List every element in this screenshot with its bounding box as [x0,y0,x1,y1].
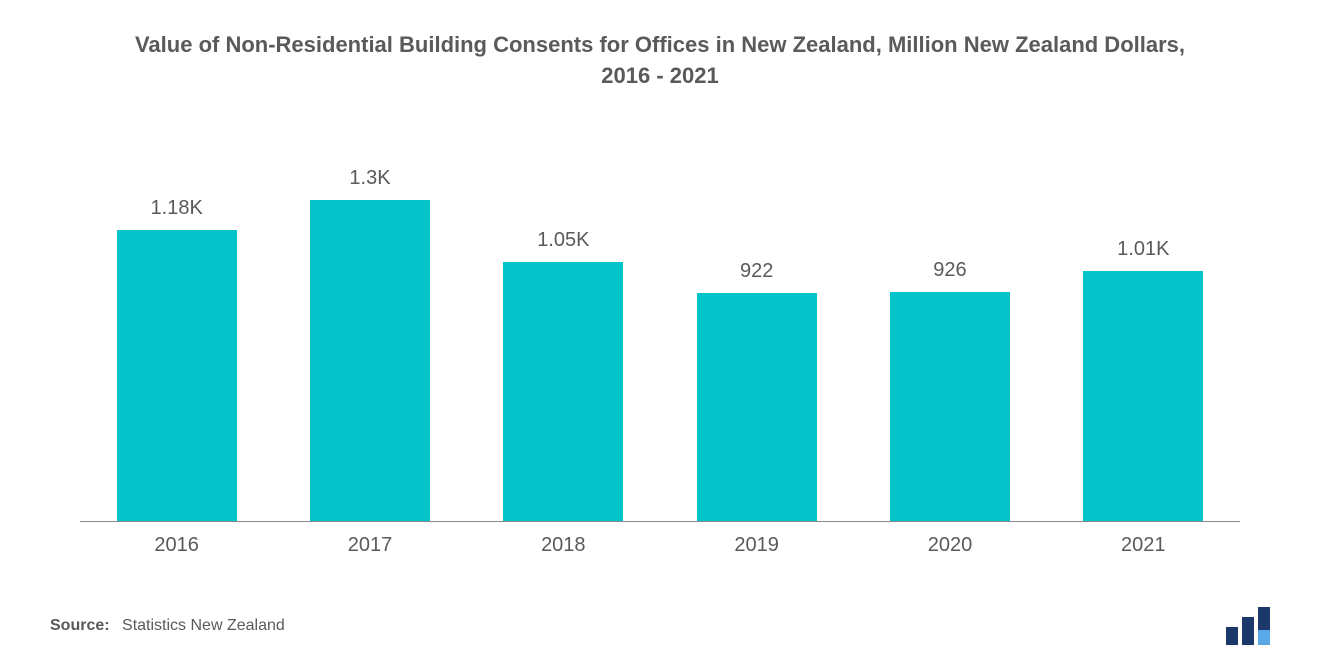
bar-value-label: 926 [933,259,966,282]
x-axis-label: 2018 [467,534,660,557]
bar-group: 1.18K [80,152,273,521]
mordor-logo-icon [1226,607,1270,645]
x-axis-label: 2019 [660,534,853,557]
bar-2016 [117,230,237,521]
x-axis-labels: 2016 2017 2018 2019 2020 2021 [80,534,1240,557]
logo-bar-icon [1226,627,1238,645]
source-text: Statistics New Zealand [122,617,285,634]
bar-group: 1.05K [467,152,660,521]
chart-plot-area: 1.18K 1.3K 1.05K 922 926 1.01K [80,152,1240,522]
chart-container: Value of Non-Residential Building Consen… [0,0,1320,665]
bar-value-label: 1.3K [349,167,390,190]
bar-group: 1.3K [273,152,466,521]
source-label: Source: [50,617,110,634]
bar-2021 [1083,271,1203,520]
bar-value-label: 1.18K [151,197,203,220]
x-axis-label: 2021 [1047,534,1240,557]
x-axis-label: 2016 [80,534,273,557]
bar-group: 922 [660,152,853,521]
chart-footer: Source: Statistics New Zealand [50,607,1270,645]
bar-2017 [310,200,430,521]
logo-bar-icon [1242,617,1254,645]
bar-value-label: 1.05K [537,229,589,252]
x-axis-label: 2017 [273,534,466,557]
x-axis-label: 2020 [853,534,1046,557]
bar-2018 [503,262,623,521]
bar-group: 1.01K [1047,152,1240,521]
source-attribution: Source: Statistics New Zealand [50,617,285,635]
bar-value-label: 1.01K [1117,238,1169,261]
bar-2020 [890,292,1010,520]
bar-2019 [697,293,817,520]
chart-title: Value of Non-Residential Building Consen… [110,30,1210,92]
bar-value-label: 922 [740,260,773,283]
logo-bar-icon [1258,607,1270,645]
bar-group: 926 [853,152,1046,521]
